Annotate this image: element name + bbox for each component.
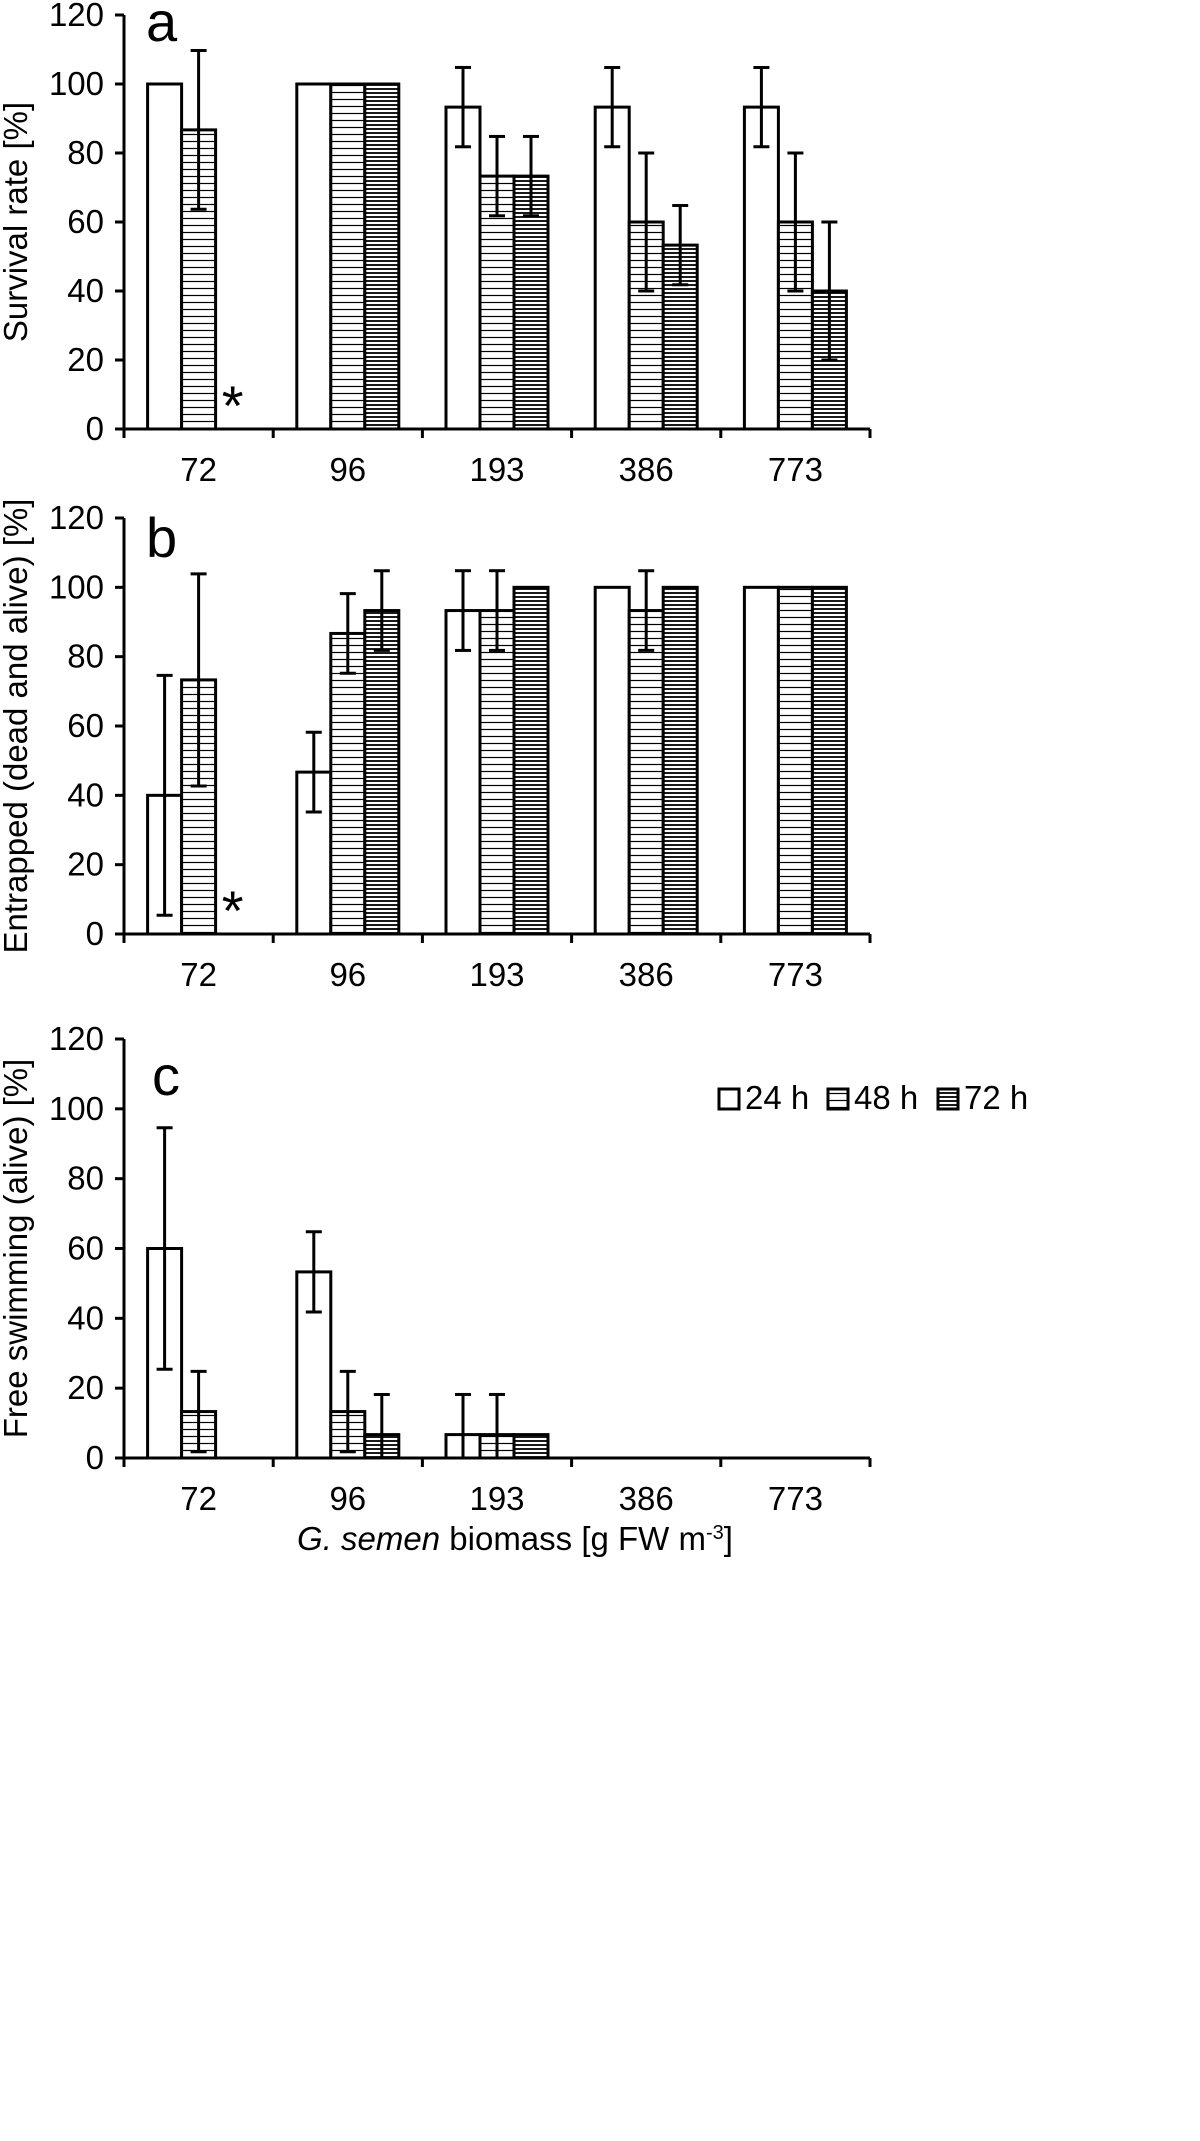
y-tick-label: 20 <box>67 1369 104 1406</box>
y-tick-label: 0 <box>86 1439 104 1476</box>
x-tick-label: 96 <box>329 451 366 488</box>
x-tick-label: 96 <box>329 1480 366 1517</box>
x-tick-label: 96 <box>329 956 366 993</box>
y-tick-label: 120 <box>49 499 104 536</box>
annotation-star: * <box>222 374 244 437</box>
bar <box>363 609 401 936</box>
annotation-star: * <box>222 879 244 942</box>
bar <box>776 585 814 936</box>
y-tick-label: 0 <box>86 410 104 447</box>
y-tick-label: 100 <box>49 568 104 605</box>
y-axis-label: Free swimming (alive) [%] <box>0 1059 34 1439</box>
y-tick-label: 120 <box>49 0 104 33</box>
y-tick-label: 80 <box>67 134 104 171</box>
bar <box>742 105 780 431</box>
y-tick-label: 0 <box>86 915 104 952</box>
x-tick-label: 773 <box>768 1480 823 1517</box>
y-tick-label: 40 <box>67 1299 104 1336</box>
x-tick-label: 386 <box>619 451 674 488</box>
x-tick-label: 773 <box>768 956 823 993</box>
legend-swatch <box>936 1087 960 1111</box>
y-tick-label: 120 <box>49 1020 104 1057</box>
bar <box>593 105 631 431</box>
bar <box>512 174 550 431</box>
x-tick-label: 386 <box>619 956 674 993</box>
bar <box>810 585 848 936</box>
bar <box>512 585 550 936</box>
bar <box>593 585 631 936</box>
y-tick-label: 60 <box>67 203 104 240</box>
bar <box>478 609 516 936</box>
x-tick-label: 72 <box>180 451 217 488</box>
bar <box>742 585 780 936</box>
legend-swatch <box>826 1087 850 1111</box>
y-axis-label: Survival rate [%] <box>0 102 34 342</box>
x-tick-label: 193 <box>469 956 524 993</box>
bar <box>444 105 482 431</box>
y-tick-label: 40 <box>67 272 104 309</box>
bar <box>512 1433 550 1460</box>
bar <box>329 82 367 431</box>
x-tick-label: 193 <box>469 451 524 488</box>
y-tick-label: 60 <box>67 707 104 744</box>
legend: 24 h 48 h 72 h <box>717 1079 1028 1116</box>
x-tick-label: 386 <box>619 1480 674 1517</box>
y-tick-label: 100 <box>49 65 104 102</box>
x-tick-label: 72 <box>180 956 217 993</box>
x-axis-label: G. semen biomass [g FW m-3] <box>297 1520 733 1557</box>
y-axis-label: Entrapped (dead and alive) [%] <box>0 499 34 954</box>
y-tick-label: 60 <box>67 1230 104 1267</box>
y-tick-label: 40 <box>67 776 104 813</box>
y-tick-label: 20 <box>67 341 104 378</box>
x-tick-label: 193 <box>469 1480 524 1517</box>
panel-b: 0 20 40 60 80 100 120 72 96 193 386 773 Entrapped (d… <box>0 499 872 993</box>
y-tick-label: 20 <box>67 846 104 883</box>
bar <box>363 82 401 431</box>
legend-swatch <box>717 1087 741 1111</box>
panel-letter: a <box>146 0 178 53</box>
bar <box>295 82 333 431</box>
y-tick-label: 80 <box>67 638 104 675</box>
panel-a: 0 20 40 60 80 100 120 72 96 193 386 773 Survival rat… <box>0 0 872 488</box>
bar <box>146 82 184 431</box>
bar <box>329 631 367 936</box>
panel-c: 0 20 40 60 80 100 120 72 96 193 386 773 Free swimmin… <box>0 1020 1028 1557</box>
panel-letter: c <box>152 1044 180 1107</box>
panel-letter: b <box>146 506 177 569</box>
x-tick-label: 72 <box>180 1480 217 1517</box>
x-tick-label: 773 <box>768 451 823 488</box>
legend-label: 48 h <box>854 1079 918 1116</box>
y-tick-label: 80 <box>67 1160 104 1197</box>
chart-root: 0 20 40 60 80 100 120 72 96 193 386 773 Survival rat… <box>0 0 1028 1557</box>
legend-label: 72 h <box>964 1079 1028 1116</box>
bar <box>444 609 482 936</box>
bar <box>661 585 699 936</box>
legend-label: 24 h <box>745 1079 809 1116</box>
bar <box>627 609 665 936</box>
y-tick-label: 100 <box>49 1090 104 1127</box>
